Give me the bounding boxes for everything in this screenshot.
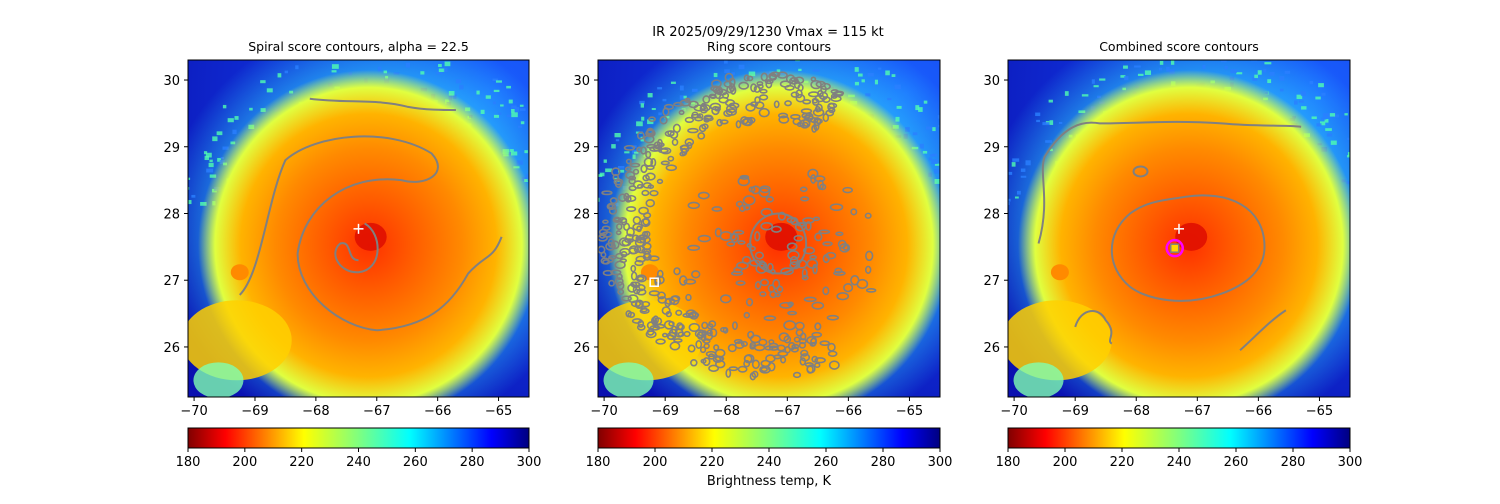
panel-2: Ring score contours −70 −69 −68 −67 −66 −65 26 2… [573, 39, 953, 470]
colorbar-tick-label: 280 [871, 455, 896, 470]
y-tick-label: 28 [573, 207, 590, 222]
colorbar-tick-label: 200 [1053, 455, 1078, 470]
y-tick-label: 27 [983, 274, 1000, 289]
colorbar [1007, 427, 1351, 449]
colorbar-tick-label: 200 [232, 455, 257, 470]
x-tick-label: −66 [424, 404, 451, 419]
ir-image [188, 60, 529, 397]
colorbar-tick-label: 300 [1338, 455, 1363, 470]
spiral-contour-outer [239, 135, 503, 332]
y-tick-label: 26 [163, 341, 180, 356]
colorbar-tick-label: 180 [176, 455, 201, 470]
colorbar-tick-label: 220 [1110, 455, 1135, 470]
colorbar-tick-label: 240 [346, 455, 371, 470]
ir-image [1008, 60, 1350, 397]
colorbar [597, 427, 941, 449]
center-marker-square [1169, 243, 1180, 253]
center-marker-plus [1174, 223, 1184, 234]
combined-contour-sw [1074, 310, 1113, 345]
colorbar-tick-label: 280 [460, 455, 485, 470]
colorbar-tick-label: 180 [996, 455, 1021, 470]
colorbar-tick-label: 260 [1224, 455, 1249, 470]
y-tick-label: 29 [163, 141, 180, 156]
colorbar-tick-label: 260 [814, 455, 839, 470]
x-tick-label: −67 [1184, 404, 1211, 419]
panel-title: Combined score contours [1099, 39, 1259, 54]
figure-suptitle: IR 2025/09/29/1230 Vmax = 115 kt [652, 25, 883, 40]
colorbar-tick-label: 300 [517, 455, 542, 470]
center-marker-square [649, 277, 659, 287]
score-contours [1037, 120, 1302, 352]
ir-image [598, 60, 940, 397]
y-tick-label: 30 [983, 74, 1000, 89]
y-tick-label: 26 [983, 341, 1000, 356]
x-tick-label: −69 [241, 404, 268, 419]
colorbar-tick-label: 240 [1167, 455, 1192, 470]
colorbar-tick-label: 240 [757, 455, 782, 470]
colorbar-tick-label: 220 [289, 455, 314, 470]
panel-title: Ring score contours [707, 39, 831, 54]
x-tick-label: −68 [713, 404, 740, 419]
y-tick-label: 29 [573, 141, 590, 156]
y-tick-label: 29 [983, 141, 1000, 156]
spiral-contour-north [309, 97, 456, 112]
x-tick-label: −66 [1245, 404, 1272, 419]
x-tick-label: −65 [1306, 404, 1333, 419]
colorbar-tick-label: 300 [928, 455, 953, 470]
x-tick-label: −70 [1000, 404, 1027, 419]
colorbar-tick-label: 260 [403, 455, 428, 470]
x-tick-label: −68 [1123, 404, 1150, 419]
x-tick-label: −68 [302, 404, 329, 419]
y-tick-label: 27 [573, 274, 590, 289]
x-tick-label: −65 [485, 404, 512, 419]
axes-frame [187, 59, 530, 398]
x-tick-label: −67 [363, 404, 390, 419]
combined-contour-se [1239, 309, 1287, 352]
combined-contour-north [1037, 120, 1302, 244]
y-tick-label: 28 [983, 207, 1000, 222]
combined-contour-small [1132, 165, 1149, 178]
y-tick-label: 27 [163, 274, 180, 289]
panel-3: Combined score contours −70 −69 −68 −67 −66 −6… [983, 39, 1363, 470]
axes-frame [597, 59, 941, 398]
y-tick-label: 26 [573, 341, 590, 356]
spiral-contour-eye [334, 222, 379, 274]
y-tick-label: 30 [163, 74, 180, 89]
axes-frame [1007, 59, 1351, 398]
combined-contour-main [1110, 194, 1266, 302]
colorbar-label: Brightness temp, K [707, 474, 832, 489]
x-tick-label: −69 [651, 404, 678, 419]
panel-1: Spiral score contours, alpha = 22.5 −70 −6… [163, 39, 542, 470]
colorbar-tick-label: 180 [586, 455, 611, 470]
y-tick-label: 30 [573, 74, 590, 89]
x-tick-label: −70 [590, 404, 617, 419]
center-marker-plus [353, 223, 364, 234]
x-tick-label: −66 [835, 404, 862, 419]
x-tick-label: −67 [774, 404, 801, 419]
colorbar-tick-label: 220 [700, 455, 725, 470]
x-tick-label: −65 [896, 404, 923, 419]
colorbar [187, 427, 530, 449]
x-tick-label: −70 [180, 404, 207, 419]
score-contours [239, 97, 503, 332]
x-tick-label: −69 [1061, 404, 1088, 419]
score-contours [598, 71, 877, 381]
center-marker-circle [1165, 238, 1184, 258]
ring-contour-eye [749, 212, 808, 275]
y-tick-label: 28 [163, 207, 180, 222]
panel-title: Spiral score contours, alpha = 22.5 [248, 39, 469, 54]
colorbar-tick-label: 200 [643, 455, 668, 470]
colorbar-tick-label: 280 [1281, 455, 1306, 470]
